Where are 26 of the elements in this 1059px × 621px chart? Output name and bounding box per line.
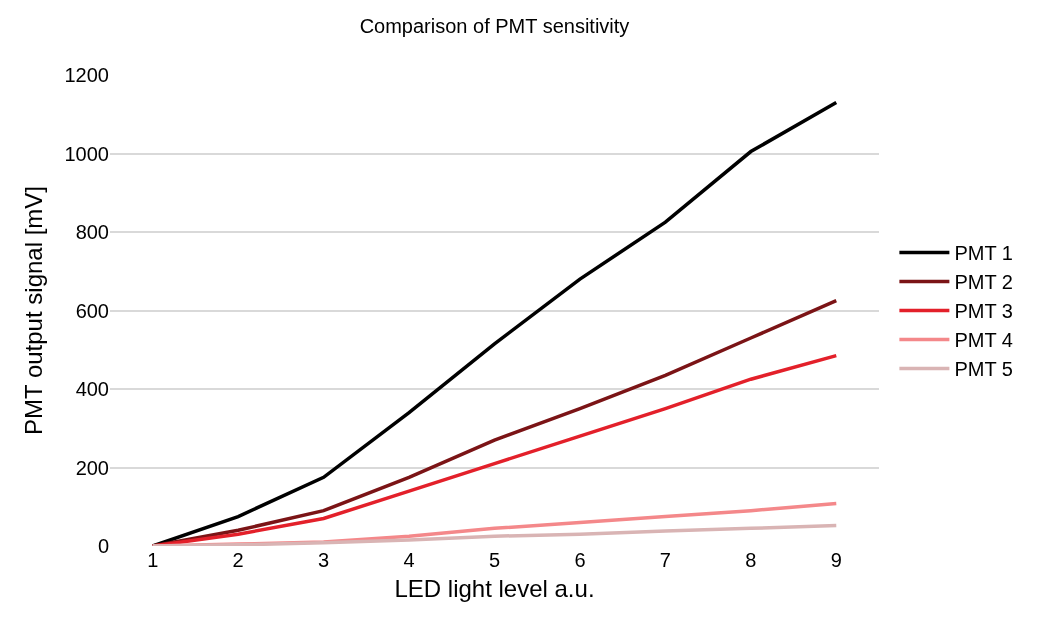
x-tick-label: 1: [147, 549, 159, 571]
x-tick-label: 7: [659, 549, 671, 571]
legend-label: PMT 5: [954, 358, 1013, 381]
legend-label: PMT 3: [954, 300, 1013, 323]
y-tick-label: 0: [97, 535, 109, 557]
line-series: [150, 523, 839, 546]
x-tick-label: 4: [403, 549, 415, 571]
x-tick-label: 8: [745, 549, 757, 571]
y-tick-label: 800: [75, 221, 109, 243]
chart-title: Comparison of PMT sensitivity: [359, 14, 630, 37]
x-axis-title: LED light level a.u.: [394, 575, 595, 603]
x-tick-label: 3: [318, 549, 330, 571]
y-tick-label: 200: [75, 456, 109, 479]
legend-label: PMT 1: [954, 242, 1013, 265]
y-tick-label: 400: [75, 378, 109, 400]
line-series: [150, 298, 839, 546]
x-tick-label: 2: [232, 549, 244, 571]
y-tick-label: 600: [75, 299, 109, 322]
x-tick-label: 5: [488, 549, 501, 571]
legend-label: PMT 2: [954, 271, 1013, 294]
x-tick-label: 9: [830, 549, 842, 571]
x-tick-label: 6: [574, 549, 586, 571]
y-tick-label: 1200: [64, 64, 109, 86]
legend-label: PMT 4: [954, 329, 1013, 352]
y-tick-label: 1000: [64, 142, 109, 165]
y-axis-title: PMT output signal [mV]: [19, 186, 47, 435]
